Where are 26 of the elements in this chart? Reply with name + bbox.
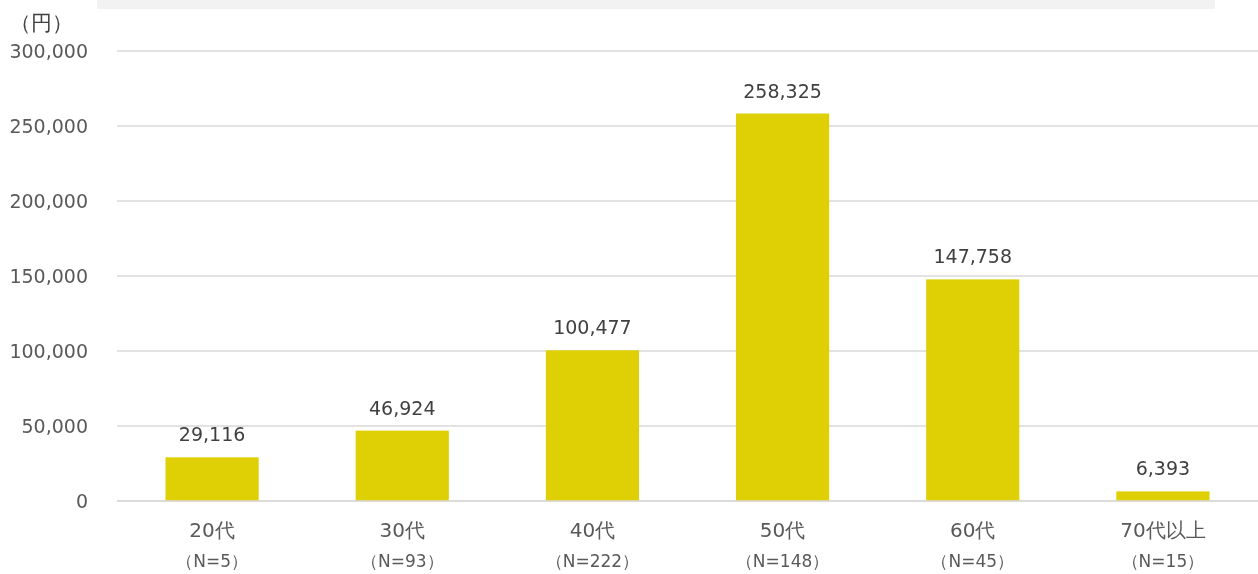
bar bbox=[165, 457, 259, 501]
x-tick-label: 40代（N=222） bbox=[545, 518, 640, 571]
y-tick-label: 300,000 bbox=[9, 39, 88, 62]
bar bbox=[545, 350, 640, 501]
data-label: 29,116 bbox=[178, 423, 246, 446]
data-label: 46,924 bbox=[369, 396, 436, 419]
y-tick-label: 50,000 bbox=[21, 414, 88, 437]
x-tick-label: 30代（N=93） bbox=[360, 518, 444, 571]
y-tick-label: 200,000 bbox=[9, 189, 88, 212]
x-tick-label: 20代（N=5） bbox=[176, 518, 248, 571]
y-tick-label: 0 bbox=[75, 489, 88, 512]
x-tick-label: 70代以上（N=15） bbox=[1120, 518, 1206, 571]
bar bbox=[355, 430, 449, 501]
x-tick-label: 60代（N=45） bbox=[931, 518, 1015, 571]
y-tick-label: 250,000 bbox=[9, 114, 88, 137]
bar bbox=[926, 279, 1020, 501]
y-tick-label: 150,000 bbox=[9, 264, 88, 287]
y-axis-title: （円） bbox=[10, 11, 73, 35]
bar bbox=[1116, 491, 1210, 501]
data-label: 100,477 bbox=[553, 316, 632, 339]
data-label: 147,758 bbox=[933, 245, 1013, 268]
data-label: 6,393 bbox=[1135, 457, 1191, 480]
bar bbox=[735, 113, 830, 501]
x-tick-label: 50代（N=148） bbox=[735, 518, 830, 571]
data-label: 258,325 bbox=[743, 79, 822, 102]
y-tick-label: 100,000 bbox=[9, 339, 88, 362]
